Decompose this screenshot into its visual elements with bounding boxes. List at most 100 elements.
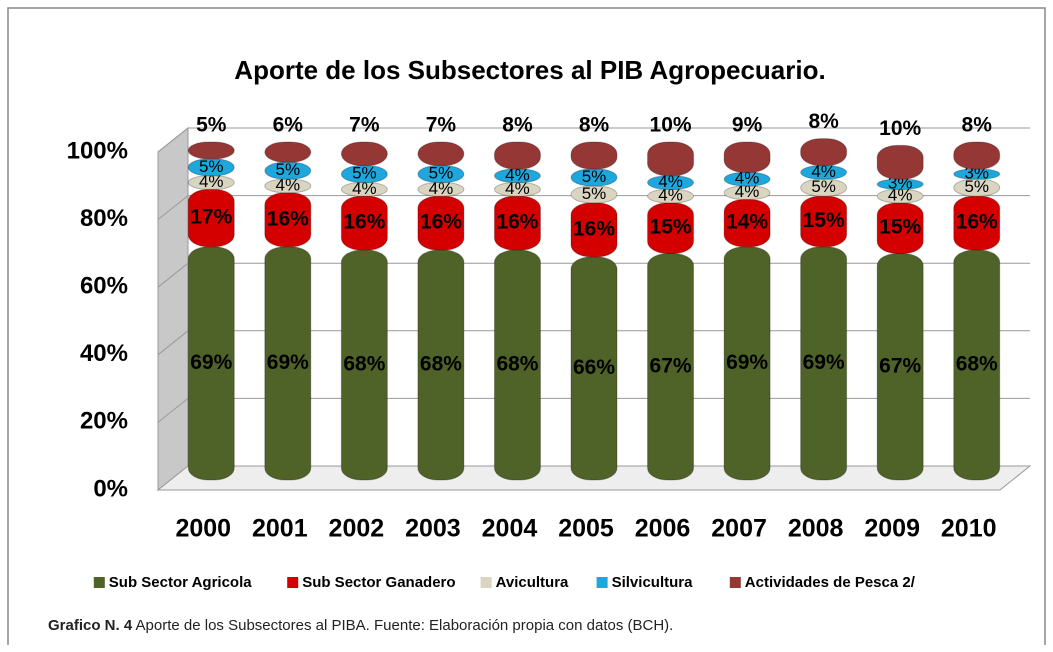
side-wall xyxy=(157,126,189,492)
data-label: 4% xyxy=(888,186,913,205)
data-label: 4% xyxy=(429,179,454,198)
data-label: 69% xyxy=(726,351,768,374)
data-label: 14% xyxy=(726,211,768,234)
x-tick-label: 2002 xyxy=(329,515,385,543)
bar-segment xyxy=(570,141,618,170)
x-tick-label: 2009 xyxy=(864,515,920,543)
bar-segment xyxy=(187,141,235,160)
data-label: 67% xyxy=(879,354,921,377)
x-tick-label: 2008 xyxy=(788,515,844,543)
grid-line xyxy=(157,127,1030,153)
data-label: 4% xyxy=(658,172,683,191)
data-label: 16% xyxy=(496,211,538,234)
data-label: 4% xyxy=(352,179,377,198)
data-label: 5% xyxy=(196,114,227,137)
data-label: 5% xyxy=(811,177,836,196)
bar-segment xyxy=(800,165,848,180)
data-label: 5% xyxy=(582,167,607,186)
data-label: 4% xyxy=(811,162,836,181)
x-tick-label: 2003 xyxy=(405,515,461,543)
data-label: 4% xyxy=(735,169,760,188)
data-label: 5% xyxy=(582,184,607,203)
legend-label: Actividades de Pesca 2/ xyxy=(745,574,916,591)
chart-border xyxy=(7,7,1046,645)
bar-segment xyxy=(187,175,235,190)
legend-label: Sub Sector Agricola xyxy=(109,574,252,591)
legend-swatch xyxy=(93,577,105,588)
bar-segment xyxy=(570,185,618,204)
data-label: 4% xyxy=(735,182,760,201)
data-label: 66% xyxy=(573,356,615,379)
bar-segment xyxy=(876,188,924,204)
data-label: 16% xyxy=(420,211,462,234)
legend-label: Silvicultura xyxy=(612,574,694,591)
caption: Grafico N. 4 Aporte de los Subsectores a… xyxy=(48,617,673,634)
y-tick-label: 60% xyxy=(80,273,128,300)
data-label: 69% xyxy=(267,351,309,374)
bar-segment xyxy=(953,195,1001,251)
bar-segment xyxy=(800,195,848,248)
legend-swatch xyxy=(596,577,608,588)
y-tick-label: 100% xyxy=(67,137,128,164)
bar-segment xyxy=(876,144,924,180)
y-tick-label: 0% xyxy=(93,475,128,502)
bar-segment xyxy=(647,141,695,177)
data-label: 8% xyxy=(579,114,610,137)
data-label: 6% xyxy=(273,114,304,137)
x-tick-label: 2005 xyxy=(558,515,614,543)
data-label: 8% xyxy=(502,114,533,137)
data-label: 68% xyxy=(496,353,538,376)
data-label: 4% xyxy=(276,175,301,194)
x-tick-label: 2000 xyxy=(175,515,231,543)
caption-label: Grafico N. 4 xyxy=(48,617,133,634)
data-label: 8% xyxy=(962,114,993,137)
data-label: 10% xyxy=(650,114,692,137)
x-tick-label: 2006 xyxy=(635,515,691,543)
data-label: 16% xyxy=(573,217,615,240)
bar-segment xyxy=(417,141,465,167)
data-label: 4% xyxy=(199,172,224,191)
bar-segment xyxy=(953,141,1001,170)
data-label: 16% xyxy=(343,211,385,234)
data-label: 7% xyxy=(426,114,457,137)
legend-swatch xyxy=(480,577,492,588)
data-label: 15% xyxy=(879,216,921,239)
data-label: 4% xyxy=(658,186,683,205)
data-label: 5% xyxy=(276,160,301,179)
bar-segment xyxy=(723,141,771,173)
bar-segment xyxy=(340,141,388,167)
data-label: 9% xyxy=(732,114,763,137)
x-tick-label: 2001 xyxy=(252,515,308,543)
x-tick-label: 2007 xyxy=(711,515,767,543)
data-label: 15% xyxy=(650,216,692,239)
data-label: 68% xyxy=(343,353,385,376)
x-tick-label: 2010 xyxy=(941,515,997,543)
data-label: 67% xyxy=(650,354,692,377)
y-tick-label: 80% xyxy=(80,205,128,232)
data-label: 5% xyxy=(429,164,454,183)
data-label: 5% xyxy=(964,177,989,196)
legend-swatch xyxy=(729,577,741,588)
x-tick-label: 2004 xyxy=(482,515,538,543)
data-label: 69% xyxy=(190,351,232,374)
data-label: 16% xyxy=(267,207,309,230)
chart-title: Aporte de los Subsectores al PIB Agropec… xyxy=(234,55,825,85)
legend-label: Avicultura xyxy=(496,574,569,591)
data-label: 68% xyxy=(956,353,998,376)
legend-label: Sub Sector Ganadero xyxy=(302,574,455,591)
legend-swatch xyxy=(287,577,299,588)
data-label: 17% xyxy=(190,206,232,229)
data-label: 5% xyxy=(199,157,224,176)
data-label: 7% xyxy=(349,114,380,137)
data-label: 69% xyxy=(803,351,845,374)
y-tick-label: 20% xyxy=(80,408,128,435)
data-label: 8% xyxy=(808,110,839,133)
bar-segment xyxy=(570,256,618,481)
y-tick-label: 40% xyxy=(80,340,128,367)
bar-segment xyxy=(800,138,848,167)
data-label: 4% xyxy=(505,165,530,184)
data-label: 68% xyxy=(420,353,462,376)
data-label: 10% xyxy=(879,117,921,140)
